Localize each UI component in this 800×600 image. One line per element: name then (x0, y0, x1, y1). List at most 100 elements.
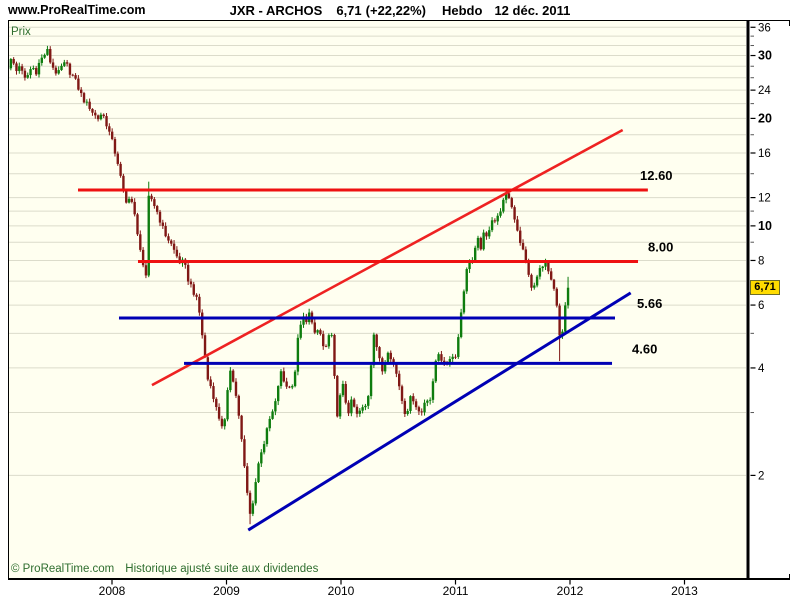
candle-body (122, 175, 125, 190)
y-axis-label: 24 (758, 85, 771, 97)
candle-body (161, 222, 165, 226)
candle-body (108, 126, 111, 132)
candle-body (530, 274, 533, 288)
candle-body (88, 101, 91, 109)
candle-body (147, 195, 150, 276)
candle-body (327, 335, 331, 347)
candle-body (420, 411, 423, 413)
candle-body (186, 264, 190, 282)
instrument-name: JXR - ARCHOS (229, 3, 323, 18)
candle-body (434, 360, 437, 382)
candle-body (369, 365, 373, 397)
candle-body (547, 262, 550, 272)
candle-body (383, 362, 387, 372)
x-axis-label: 2013 (671, 584, 698, 598)
candle-body (206, 357, 210, 380)
last-price: 6,71 (336, 3, 362, 18)
candle-body (347, 402, 350, 414)
candle-body (54, 67, 58, 74)
candle-body (451, 356, 454, 359)
price-change: (+22,22%) (365, 3, 426, 18)
candle-body (265, 428, 269, 445)
candle-body (338, 395, 342, 417)
candle-body (344, 383, 347, 403)
copyright-line: © ProRealTime.com Historique ajusté suite… (11, 563, 318, 575)
candle-body (403, 400, 407, 414)
candle-body (262, 444, 266, 453)
candle-body (409, 396, 412, 411)
candle-body (32, 68, 35, 70)
candle-body (271, 411, 274, 419)
candle-body (257, 463, 260, 483)
candle-body (302, 316, 305, 325)
candle-body (507, 193, 511, 199)
candle-body (246, 466, 249, 493)
y-axis-label: 12 (758, 193, 771, 205)
candle-body (341, 383, 345, 396)
candle-body (113, 139, 117, 154)
candle-body (355, 406, 359, 414)
candle-body (364, 405, 367, 408)
candle-body (378, 347, 381, 359)
candle-body (485, 232, 488, 237)
candle-body (516, 219, 519, 231)
candle-body (324, 346, 328, 348)
y-axis-label: 6 (758, 300, 764, 312)
candle-body (400, 386, 404, 401)
timeframe-label: Hebdo (442, 3, 483, 18)
copyright-text: © ProRealTime.com (11, 563, 115, 575)
candle-body (493, 220, 497, 222)
candle-body (37, 62, 41, 75)
candle-body (167, 236, 170, 241)
candle-body (77, 78, 80, 90)
candle-body (431, 381, 435, 400)
candle-body (496, 215, 499, 222)
candle-body (192, 284, 195, 295)
candle-body (395, 364, 398, 374)
candle-body (130, 198, 134, 202)
candle-body (240, 415, 243, 440)
candle-body (105, 116, 108, 127)
candle-body (313, 322, 316, 333)
y-axis-label: 36 (758, 22, 771, 34)
candle-body (476, 237, 480, 248)
candle-body (29, 69, 32, 76)
candle-body (524, 249, 528, 261)
candle-body (34, 68, 38, 75)
candle-body (392, 359, 395, 365)
candle-body (133, 201, 136, 215)
last-price-badge: 6,71 (750, 280, 780, 295)
candle-body (203, 335, 207, 358)
candle-body (158, 211, 162, 223)
candle-body (350, 399, 353, 414)
y-axis-label: 2 (758, 470, 764, 482)
candle-body (479, 237, 483, 250)
candle-body (46, 48, 49, 55)
x-axis-label: 2012 (557, 584, 584, 598)
candle-body (316, 330, 319, 333)
candle-body (201, 312, 204, 336)
chart-title: JXR - ARCHOS 6,71 (+22,22%) Hebdo 12 déc. 20… (0, 3, 800, 18)
y-axis-label: 16 (758, 148, 771, 160)
y-axis-label: 10 (758, 219, 772, 233)
candle-body (170, 240, 173, 244)
candle-body (330, 334, 333, 336)
candle-body (412, 396, 415, 402)
candle-body (352, 399, 356, 407)
candle-body (473, 247, 477, 261)
candle-body (40, 57, 44, 63)
candle-body (198, 296, 201, 313)
candle-body (482, 232, 485, 250)
dividend-note: Historique ajusté suite aux dividendes (125, 563, 319, 575)
candle-body (68, 63, 72, 75)
candle-body (465, 269, 468, 292)
candle-body (468, 261, 471, 270)
level-label: 4.60 (632, 341, 657, 356)
candle-body (375, 334, 378, 348)
level-label: 5.66 (637, 296, 662, 311)
candle-body (502, 199, 505, 212)
candle-body (519, 230, 522, 243)
candle-body (102, 114, 105, 117)
candle-body (428, 399, 432, 401)
